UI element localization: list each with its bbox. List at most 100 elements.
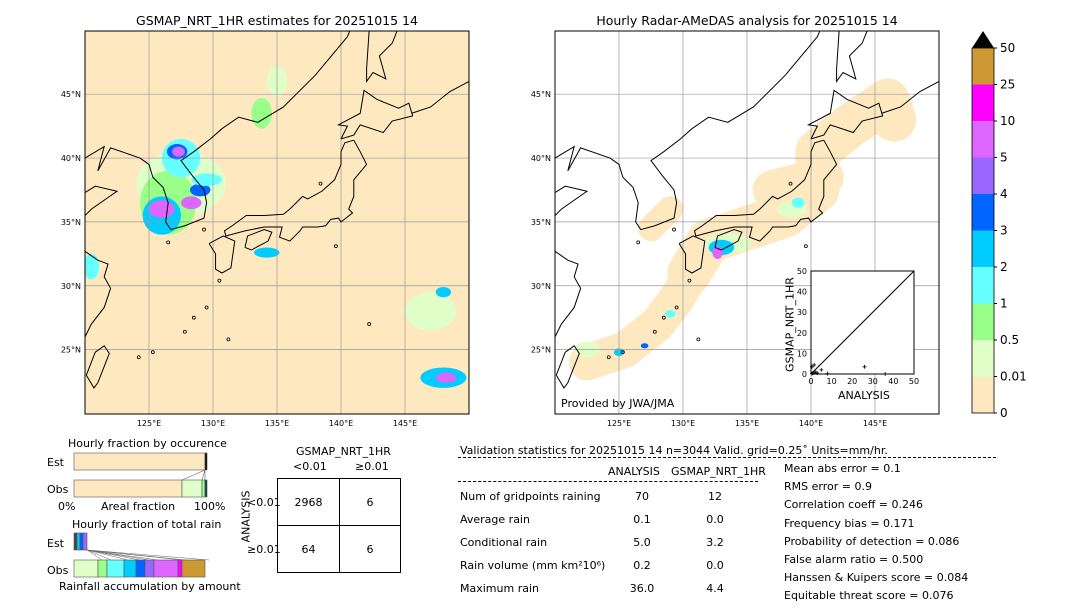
colorbar-segment	[972, 340, 994, 377]
rain-area	[405, 292, 457, 331]
occ-xlabel: Areal fraction	[101, 500, 176, 513]
lon-tick-label: 145°E	[863, 419, 887, 428]
scatter-ytick: 50	[797, 267, 807, 276]
scatter-point	[825, 371, 830, 376]
lon-tick-label: 130°E	[201, 419, 225, 428]
scatter-xtick: 10	[827, 377, 837, 386]
rain-obs-bar	[135, 559, 146, 578]
score-line: Frequency bias = 0.171	[784, 516, 915, 530]
lat-tick-label: 30°N	[61, 282, 81, 291]
colorbar-label: 50	[1000, 41, 1015, 55]
rain-area	[435, 287, 452, 298]
coastline-shandong	[555, 185, 589, 216]
occ-connector	[181, 469, 206, 481]
rain-area	[251, 98, 272, 129]
lat-tick-label: 40°N	[61, 154, 81, 163]
rain-area	[791, 197, 805, 208]
lat-tick-label: 40°N	[531, 154, 551, 163]
score-line: Probability of detection = 0.086	[784, 534, 960, 548]
stats-row-label: Num of gridpoints raining	[460, 490, 601, 503]
island	[150, 350, 155, 355]
island	[182, 329, 187, 334]
occ-est-label: Est	[47, 456, 64, 469]
cell-false-alarm: 6	[366, 496, 374, 509]
lat-tick-label: 35°N	[61, 218, 81, 227]
colorbar-segment	[972, 194, 994, 231]
occ-obs-bar	[201, 479, 206, 498]
coastline-korea	[139, 31, 351, 231]
analysis-coverage	[752, 157, 844, 210]
map-frame	[84, 30, 470, 415]
island	[687, 278, 692, 283]
coastline-kyushu	[208, 235, 236, 274]
island	[204, 305, 209, 310]
diagonal-line	[810, 270, 915, 375]
coastline-sakhalin	[366, 31, 398, 83]
occurrence-title: Hourly fraction by occurence	[68, 437, 227, 450]
stats-value: 0.0	[706, 513, 724, 526]
left-map-title: GSMAP_NRT_1HR estimates for 20251015 14	[136, 13, 418, 28]
lon-tick-label: 125°E	[137, 419, 161, 428]
coastline-hokkaido	[336, 89, 414, 140]
island	[217, 278, 222, 283]
coastline-kurils	[411, 81, 469, 114]
colorbar-segment	[972, 267, 994, 304]
occ-est-bar	[73, 452, 206, 471]
stats-value: 3.2	[706, 536, 724, 549]
rain-area	[85, 253, 100, 280]
stats-row-label: Average rain	[460, 513, 530, 526]
island	[803, 244, 808, 249]
maps: 125°E 130°E 135°E 140°E 145°E 45°N 40°N 35°N 30°…	[61, 30, 940, 428]
lat-tick-label: 45°N	[61, 90, 81, 99]
stats-value: 5.0	[633, 536, 651, 549]
occ-right-tick: 100%	[194, 500, 226, 513]
island	[636, 240, 641, 245]
occ-obs-label: Obs	[47, 483, 69, 496]
score-line: RMS error = 0.9	[784, 480, 872, 494]
rain-obs-bar	[123, 559, 137, 578]
scatter-ytick: 0	[802, 370, 807, 379]
scatter-ytick: 10	[797, 349, 807, 358]
colorbar-segment	[972, 230, 994, 267]
stats-row-label: Maximum rain	[460, 582, 539, 595]
coastline-hokkaido	[806, 89, 884, 140]
scatter-point	[813, 369, 818, 374]
lon-tick-label: 135°E	[735, 419, 759, 428]
island	[606, 355, 611, 360]
rain-est-bar	[79, 532, 84, 551]
cont-col-title: GSMAP_NRT_1HR	[296, 445, 391, 458]
island	[674, 305, 679, 310]
stats-col-analysis: ANALYSIS	[608, 465, 660, 478]
colorbar-extend-arrow	[972, 31, 994, 48]
coastline-china	[555, 145, 611, 172]
coastline-kurils	[881, 81, 939, 114]
rain-area	[640, 343, 649, 349]
rain-connector	[86, 549, 112, 561]
scatter-ytick: 20	[797, 329, 807, 338]
rain-title: Hourly fraction of total rain	[72, 518, 222, 531]
stats-row-label: Rain volume (mm km²10⁶)	[460, 559, 606, 572]
colorbar-label: 0.5	[1000, 333, 1019, 347]
coastline-taiwan	[555, 345, 580, 389]
coastline-honshu	[693, 139, 838, 242]
lon-tick-label: 135°E	[265, 419, 289, 428]
colorbar-label: 5	[1000, 151, 1008, 165]
rain-connector	[86, 549, 159, 561]
occ-obs-bar	[181, 479, 203, 498]
coastline-eastchina	[85, 250, 112, 338]
rain-est-bar	[73, 532, 78, 551]
stats-value: 36.0	[629, 582, 655, 595]
coastline-shikoku	[714, 229, 743, 251]
colorbar-label: 3	[1000, 224, 1008, 238]
stats-value: 0.1	[633, 513, 651, 526]
coastline-eastchina	[555, 250, 582, 338]
fraction-bars	[73, 452, 210, 578]
island	[652, 329, 657, 334]
occ-est-bar	[204, 452, 208, 471]
island	[333, 244, 338, 249]
scatter-ylabel: GSMAP_NRT_1HR	[783, 277, 797, 372]
stats-row-label: Conditional rain	[460, 536, 548, 549]
rain-area	[181, 196, 202, 210]
colorbar-label: 1	[1000, 297, 1008, 311]
colorbar-segment	[972, 157, 994, 194]
